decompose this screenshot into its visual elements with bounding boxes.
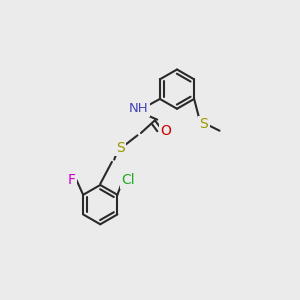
Text: NH: NH [129, 102, 148, 115]
Text: S: S [116, 141, 124, 155]
Text: F: F [67, 173, 75, 188]
Text: O: O [160, 124, 172, 138]
Text: S: S [200, 117, 208, 131]
Text: Cl: Cl [122, 173, 135, 188]
